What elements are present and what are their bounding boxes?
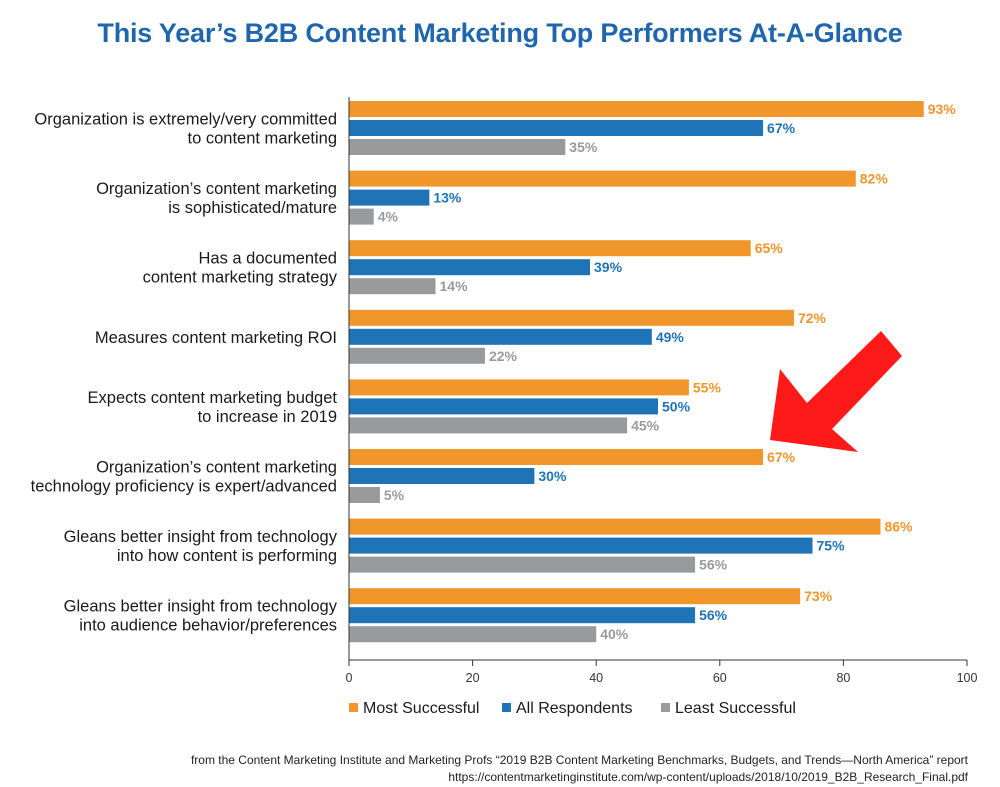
category-label: Organization’s content marketing is sophi… bbox=[96, 180, 337, 217]
data-label: 39% bbox=[594, 259, 623, 275]
category-label-line: Gleans better insight from technology bbox=[64, 528, 338, 546]
x-tick-label: 0 bbox=[346, 671, 353, 685]
category-label: Organization is extremely/very committed… bbox=[34, 111, 337, 148]
category-label-line: to increase in 2019 bbox=[198, 408, 337, 426]
category-label-line: Organization is extremely/very committed bbox=[34, 111, 337, 129]
legend-swatch bbox=[502, 703, 511, 712]
category-label-line: content marketing strategy bbox=[143, 269, 338, 287]
data-label: 73% bbox=[804, 588, 833, 604]
category-labels: Organization is extremely/very committed… bbox=[31, 111, 338, 635]
data-label: 35% bbox=[569, 139, 598, 155]
data-label: 14% bbox=[440, 278, 469, 294]
data-label: 75% bbox=[817, 538, 846, 554]
category-label-line: Measures content marketing ROI bbox=[95, 329, 337, 347]
category-label-line: to content marketing bbox=[188, 130, 338, 148]
category-label-line: technology proficiency is expert/advance… bbox=[31, 478, 337, 496]
x-tick-label: 100 bbox=[957, 671, 978, 685]
data-label: 5% bbox=[384, 487, 405, 503]
bar-least-successful-7 bbox=[349, 626, 597, 643]
category-label-line: Expects content marketing budget bbox=[88, 389, 338, 407]
category-label: Has a documented content marketing strate… bbox=[143, 250, 338, 287]
data-label: 55% bbox=[693, 379, 722, 395]
bar-all-respondents-1 bbox=[349, 189, 430, 206]
bar-least-successful-3 bbox=[349, 347, 485, 364]
bar-most-successful-5 bbox=[349, 449, 764, 465]
bars-layer: 93% 67% 35% 82% 13% 4% 65% 39% 14% 72% 49% 22% 55%50… bbox=[349, 101, 957, 643]
legend-swatch bbox=[349, 703, 358, 712]
x-axis: 0 20 40 60 80 100 bbox=[346, 97, 978, 685]
bar-least-successful-6 bbox=[349, 556, 696, 573]
bar-most-successful-1 bbox=[349, 170, 856, 187]
bar-most-successful-7 bbox=[349, 588, 801, 605]
legend-swatch bbox=[661, 703, 670, 712]
category-label-line: Organization’s content marketing bbox=[96, 459, 337, 477]
bar-most-successful-6 bbox=[349, 518, 881, 535]
category-label-line: is sophisticated/mature bbox=[168, 199, 337, 217]
data-label: 49% bbox=[656, 329, 685, 345]
x-tick-label: 20 bbox=[466, 671, 480, 685]
category-label-line: into how content is performing bbox=[117, 547, 337, 565]
data-label: 82% bbox=[860, 171, 889, 187]
data-label: 93% bbox=[928, 101, 957, 117]
red-arrow-icon bbox=[770, 331, 902, 452]
legend: Most Successful All Respondents Least Succ… bbox=[349, 700, 796, 717]
bar-least-successful-1 bbox=[349, 208, 374, 225]
bar-all-respondents-0 bbox=[349, 120, 764, 136]
bar-all-respondents-2 bbox=[349, 259, 591, 276]
bar-all-respondents-7 bbox=[349, 607, 696, 624]
data-label: 67% bbox=[767, 120, 796, 136]
data-label: 4% bbox=[378, 209, 399, 225]
chart-title: This Year’s B2B Content Marketing Top Pe… bbox=[97, 18, 903, 48]
x-tick-label: 60 bbox=[713, 671, 727, 685]
data-label: 50% bbox=[662, 398, 691, 414]
category-label: Organization’s content marketing technolo… bbox=[31, 459, 337, 496]
data-label: 40% bbox=[600, 626, 629, 642]
bar-most-successful-0 bbox=[349, 101, 924, 117]
data-label: 65% bbox=[755, 240, 784, 256]
bar-all-respondents-5 bbox=[349, 468, 535, 484]
bar-most-successful-4 bbox=[349, 379, 689, 396]
data-label: 22% bbox=[489, 348, 518, 364]
bar-least-successful-2 bbox=[349, 278, 436, 295]
bar-most-successful-3 bbox=[349, 309, 794, 326]
data-label: 56% bbox=[699, 557, 728, 573]
category-label-line: into audience behavior/preferences bbox=[79, 617, 337, 635]
data-label: 56% bbox=[699, 607, 728, 623]
bar-least-successful-5 bbox=[349, 487, 380, 503]
category-label: Measures content marketing ROI bbox=[95, 329, 337, 347]
data-label: 67% bbox=[767, 449, 796, 465]
legend-label: Most Successful bbox=[363, 700, 479, 717]
category-label-line: Gleans better insight from technology bbox=[64, 598, 338, 616]
data-label: 45% bbox=[631, 417, 660, 433]
category-label: Gleans better insight from technology int… bbox=[64, 598, 338, 635]
bar-least-successful-0 bbox=[349, 139, 566, 155]
legend-label: All Respondents bbox=[516, 700, 633, 717]
x-tick-label: 40 bbox=[589, 671, 603, 685]
x-tick-label: 80 bbox=[836, 671, 850, 685]
bar-all-respondents-4 bbox=[349, 398, 658, 415]
bar-all-respondents-3 bbox=[349, 328, 652, 345]
bar-least-successful-4 bbox=[349, 417, 628, 434]
category-label-line: Has a documented bbox=[198, 250, 337, 268]
source-url: https://contentmarketinginstitute.com/wp… bbox=[448, 770, 968, 784]
category-label: Gleans better insight from technology int… bbox=[64, 528, 338, 565]
bar-all-respondents-6 bbox=[349, 537, 813, 554]
data-label: 30% bbox=[538, 468, 567, 484]
data-label: 13% bbox=[433, 190, 462, 206]
category-label-line: Organization’s content marketing bbox=[96, 180, 337, 198]
legend-label: Least Successful bbox=[675, 700, 796, 717]
annotation-layer bbox=[770, 331, 902, 452]
category-label: Expects content marketing budget to incre… bbox=[88, 389, 338, 426]
data-label: 72% bbox=[798, 310, 827, 326]
data-label: 86% bbox=[884, 519, 913, 535]
source-citation: from the Content Marketing Institute and… bbox=[190, 753, 968, 767]
bar-most-successful-2 bbox=[349, 240, 751, 257]
